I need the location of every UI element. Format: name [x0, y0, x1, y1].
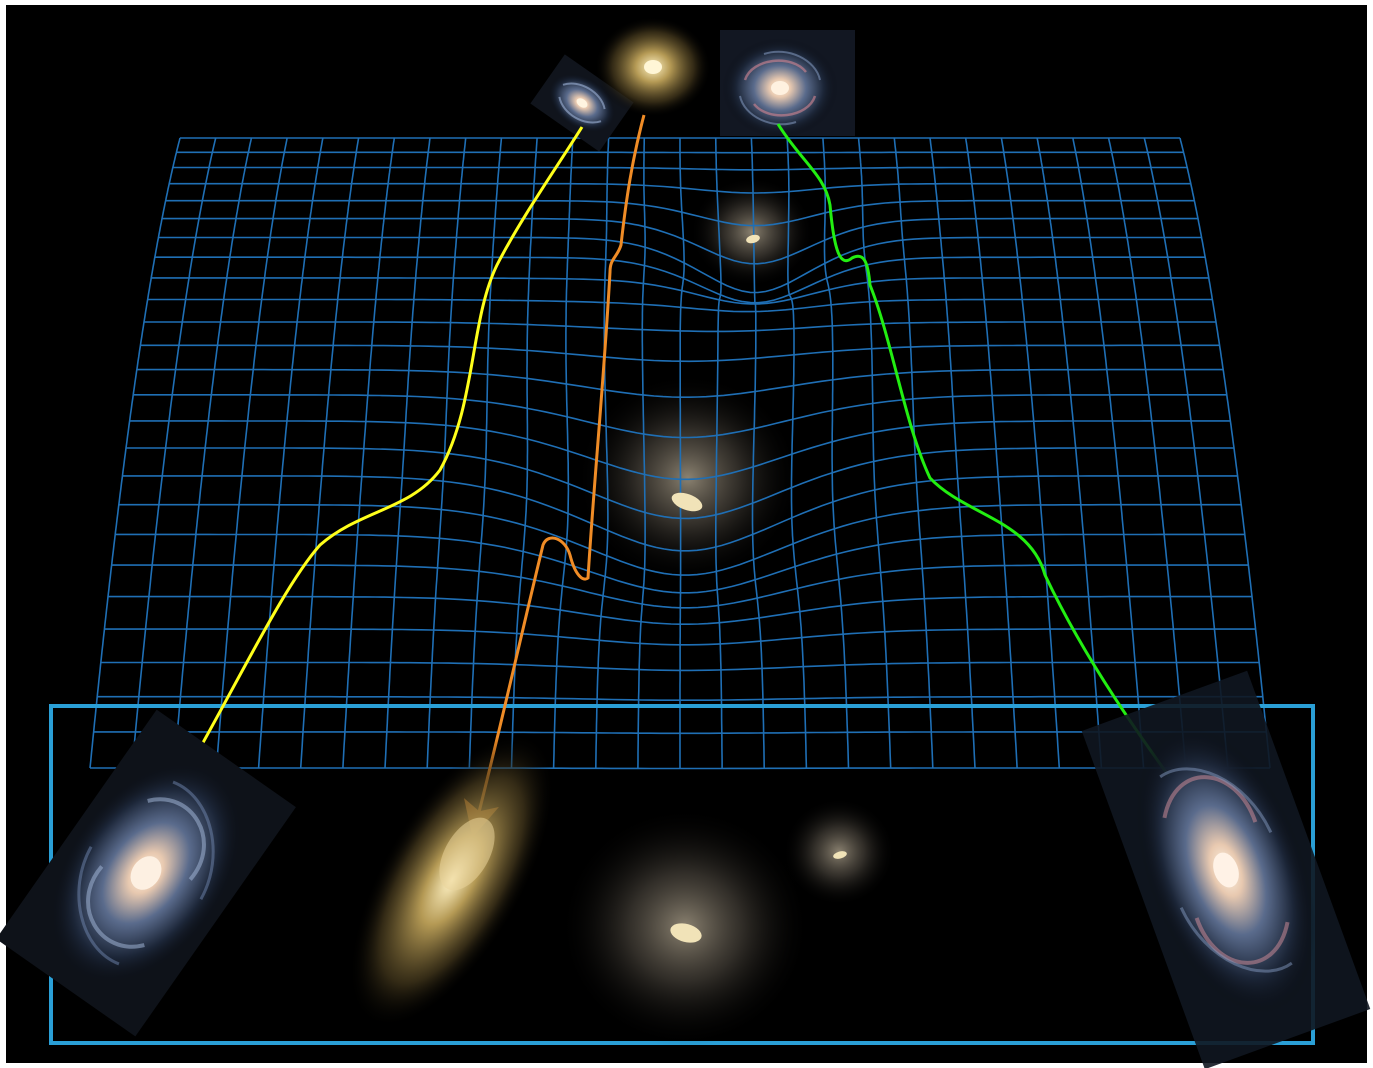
grid-column-line [714, 137, 723, 769]
grid-column-line [822, 137, 850, 769]
grid-column-line [1143, 137, 1229, 769]
grid-column-line [1107, 137, 1187, 769]
elliptical-galaxy-icon [349, 732, 555, 1028]
grid-column-line [468, 137, 503, 769]
lens-core-small [833, 851, 847, 859]
grid-column-line [1072, 137, 1145, 769]
grid-column-line [384, 137, 431, 769]
lensed-spiral-image-right [1081, 670, 1371, 1068]
lens-core-upper [746, 234, 760, 244]
grid-column-line [89, 137, 181, 769]
grid-column-line [1036, 137, 1103, 769]
grid-column-line [299, 137, 360, 769]
grid-column-line [552, 137, 574, 769]
source-spiral-galaxy-faceon [720, 30, 855, 138]
lens-core-large [670, 923, 702, 943]
lensed-spiral-image-left [0, 709, 296, 1037]
lens-glow-middle [576, 373, 800, 583]
green-light-ray [776, 123, 1213, 837]
grid-column-line [786, 137, 808, 769]
grid-column-line [893, 137, 934, 769]
spacetime-grid [89, 137, 1271, 770]
grid-column-line [173, 137, 253, 769]
grid-column-line [131, 137, 217, 769]
grid-column-line [750, 137, 765, 769]
spiral-galaxy-icon [720, 30, 855, 138]
spiral-galaxy-icon [1081, 670, 1371, 1068]
grid-column-line [1000, 137, 1061, 769]
lensed-elliptical-image [349, 732, 555, 1028]
grid-column-line [857, 137, 892, 769]
lens-core-middle [671, 492, 703, 512]
orange-light-ray [464, 114, 646, 838]
elliptical-galaxy-icon [595, 17, 711, 117]
lens-galaxy-large [560, 807, 810, 1047]
grid-column-line [215, 137, 288, 769]
grid-column-line [929, 137, 976, 769]
grid-column-line [637, 137, 646, 769]
spiral-galaxy-icon [0, 709, 296, 1037]
grid-column-line [964, 137, 1018, 769]
grid-column-line [342, 137, 396, 769]
source-spiral-galaxy-small [530, 54, 634, 152]
grid-column-line [1179, 137, 1271, 769]
lens-galaxy-small [783, 798, 895, 906]
spiral-galaxy-icon [530, 54, 634, 152]
grid-column-line [426, 137, 467, 769]
grid-column-line [595, 137, 610, 769]
grid-column-line [679, 138, 685, 769]
yellow-light-ray [148, 126, 584, 838]
source-elliptical-galaxy [595, 17, 711, 117]
